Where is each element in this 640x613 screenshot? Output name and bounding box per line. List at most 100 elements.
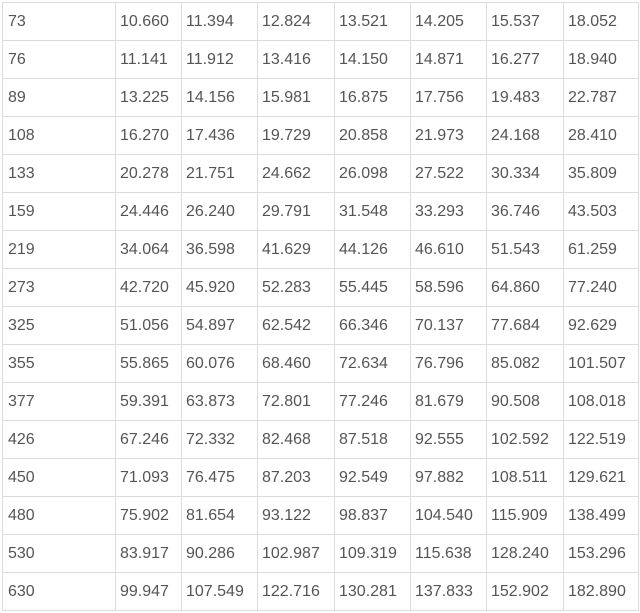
table-row: 133 20.278 21.751 24.662 26.098 27.522 30.334 3… — [2, 154, 639, 193]
value-cell: 101.507 — [563, 344, 639, 383]
value-cell: 182.890 — [563, 572, 639, 611]
value-cell: 33.293 — [410, 192, 487, 231]
table-row: 426 67.246 72.332 82.468 87.518 92.555 102.592… — [2, 420, 639, 459]
value-cell: 68.460 — [257, 344, 335, 383]
value-cell: 16.277 — [486, 40, 564, 79]
value-cell: 61.259 — [563, 230, 639, 269]
value-cell: 13.521 — [334, 2, 411, 41]
value-cell: 18.940 — [563, 40, 639, 79]
value-cell: 22.787 — [563, 78, 639, 117]
value-cell: 115.638 — [410, 534, 487, 573]
value-cell: 14.150 — [334, 40, 411, 79]
value-cell: 18.052 — [563, 2, 639, 41]
value-cell: 14.871 — [410, 40, 487, 79]
value-cell: 19.729 — [257, 116, 335, 155]
value-cell: 29.791 — [257, 192, 335, 231]
value-cell: 54.897 — [181, 306, 258, 345]
value-cell: 59.391 — [115, 382, 182, 421]
value-cell: 97.882 — [410, 458, 487, 497]
row-label-cell: 426 — [2, 420, 116, 459]
value-cell: 82.468 — [257, 420, 335, 459]
value-cell: 26.240 — [181, 192, 258, 231]
value-cell: 115.909 — [486, 496, 564, 535]
value-cell: 21.973 — [410, 116, 487, 155]
row-label-cell: 355 — [2, 344, 116, 383]
table-row: 108 16.270 17.436 19.729 20.858 21.973 24.168 2… — [2, 116, 639, 155]
table-row: 76 11.141 11.912 13.416 14.150 14.871 16.277 18… — [2, 40, 639, 79]
row-label-cell: 73 — [2, 2, 116, 41]
value-cell: 27.522 — [410, 154, 487, 193]
row-label-cell: 530 — [2, 534, 116, 573]
value-cell: 20.858 — [334, 116, 411, 155]
value-cell: 11.394 — [181, 2, 258, 41]
value-cell: 24.168 — [486, 116, 564, 155]
row-label-cell: 76 — [2, 40, 116, 79]
value-cell: 36.598 — [181, 230, 258, 269]
row-label-cell: 630 — [2, 572, 116, 611]
value-cell: 90.508 — [486, 382, 564, 421]
row-label-cell: 108 — [2, 116, 116, 155]
value-cell: 64.860 — [486, 268, 564, 307]
value-cell: 24.662 — [257, 154, 335, 193]
value-cell: 98.837 — [334, 496, 411, 535]
value-cell: 92.549 — [334, 458, 411, 497]
value-cell: 153.296 — [563, 534, 639, 573]
value-cell: 90.286 — [181, 534, 258, 573]
table-row: 450 71.093 76.475 87.203 92.549 97.882 108.511… — [2, 458, 639, 497]
value-cell: 41.629 — [257, 230, 335, 269]
table-row: 530 83.917 90.286 102.987 109.319 115.638 128.… — [2, 534, 639, 573]
value-cell: 35.809 — [563, 154, 639, 193]
value-cell: 129.621 — [563, 458, 639, 497]
value-cell: 77.684 — [486, 306, 564, 345]
value-cell: 77.240 — [563, 268, 639, 307]
value-cell: 102.987 — [257, 534, 335, 573]
value-cell: 138.499 — [563, 496, 639, 535]
value-cell: 130.281 — [334, 572, 411, 611]
value-cell: 13.225 — [115, 78, 182, 117]
value-cell: 77.246 — [334, 382, 411, 421]
value-cell: 87.518 — [334, 420, 411, 459]
value-cell: 24.446 — [115, 192, 182, 231]
value-cell: 71.093 — [115, 458, 182, 497]
value-cell: 62.542 — [257, 306, 335, 345]
value-cell: 102.592 — [486, 420, 564, 459]
value-cell: 45.920 — [181, 268, 258, 307]
row-label-cell: 325 — [2, 306, 116, 345]
row-label-cell: 377 — [2, 382, 116, 421]
value-cell: 14.205 — [410, 2, 487, 41]
value-cell: 122.716 — [257, 572, 335, 611]
value-cell: 15.981 — [257, 78, 335, 117]
table-row: 273 42.720 45.920 52.283 55.445 58.596 64.860 7… — [2, 268, 639, 307]
table-row: 325 51.056 54.897 62.542 66.346 70.137 77.684 9… — [2, 306, 639, 345]
value-cell: 52.283 — [257, 268, 335, 307]
value-cell: 92.629 — [563, 306, 639, 345]
value-cell: 109.319 — [334, 534, 411, 573]
value-cell: 76.796 — [410, 344, 487, 383]
value-cell: 16.270 — [115, 116, 182, 155]
value-cell: 13.416 — [257, 40, 335, 79]
table-row: 159 24.446 26.240 29.791 31.548 33.293 36.746 4… — [2, 192, 639, 231]
value-cell: 108.511 — [486, 458, 564, 497]
value-cell: 21.751 — [181, 154, 258, 193]
value-cell: 76.475 — [181, 458, 258, 497]
value-cell: 34.064 — [115, 230, 182, 269]
value-cell: 46.610 — [410, 230, 487, 269]
value-cell: 55.865 — [115, 344, 182, 383]
value-cell: 72.801 — [257, 382, 335, 421]
value-cell: 60.076 — [181, 344, 258, 383]
row-label-cell: 159 — [2, 192, 116, 231]
value-cell: 137.833 — [410, 572, 487, 611]
value-cell: 122.519 — [563, 420, 639, 459]
value-cell: 12.824 — [257, 2, 335, 41]
value-cell: 42.720 — [115, 268, 182, 307]
value-cell: 43.503 — [563, 192, 639, 231]
value-cell: 85.082 — [486, 344, 564, 383]
value-cell: 92.555 — [410, 420, 487, 459]
value-cell: 28.410 — [563, 116, 639, 155]
table-row: 73 10.660 11.394 12.824 13.521 14.205 15.537 18… — [2, 2, 639, 41]
value-cell: 19.483 — [486, 78, 564, 117]
value-cell: 108.018 — [563, 382, 639, 421]
value-cell: 152.902 — [486, 572, 564, 611]
value-cell: 67.246 — [115, 420, 182, 459]
